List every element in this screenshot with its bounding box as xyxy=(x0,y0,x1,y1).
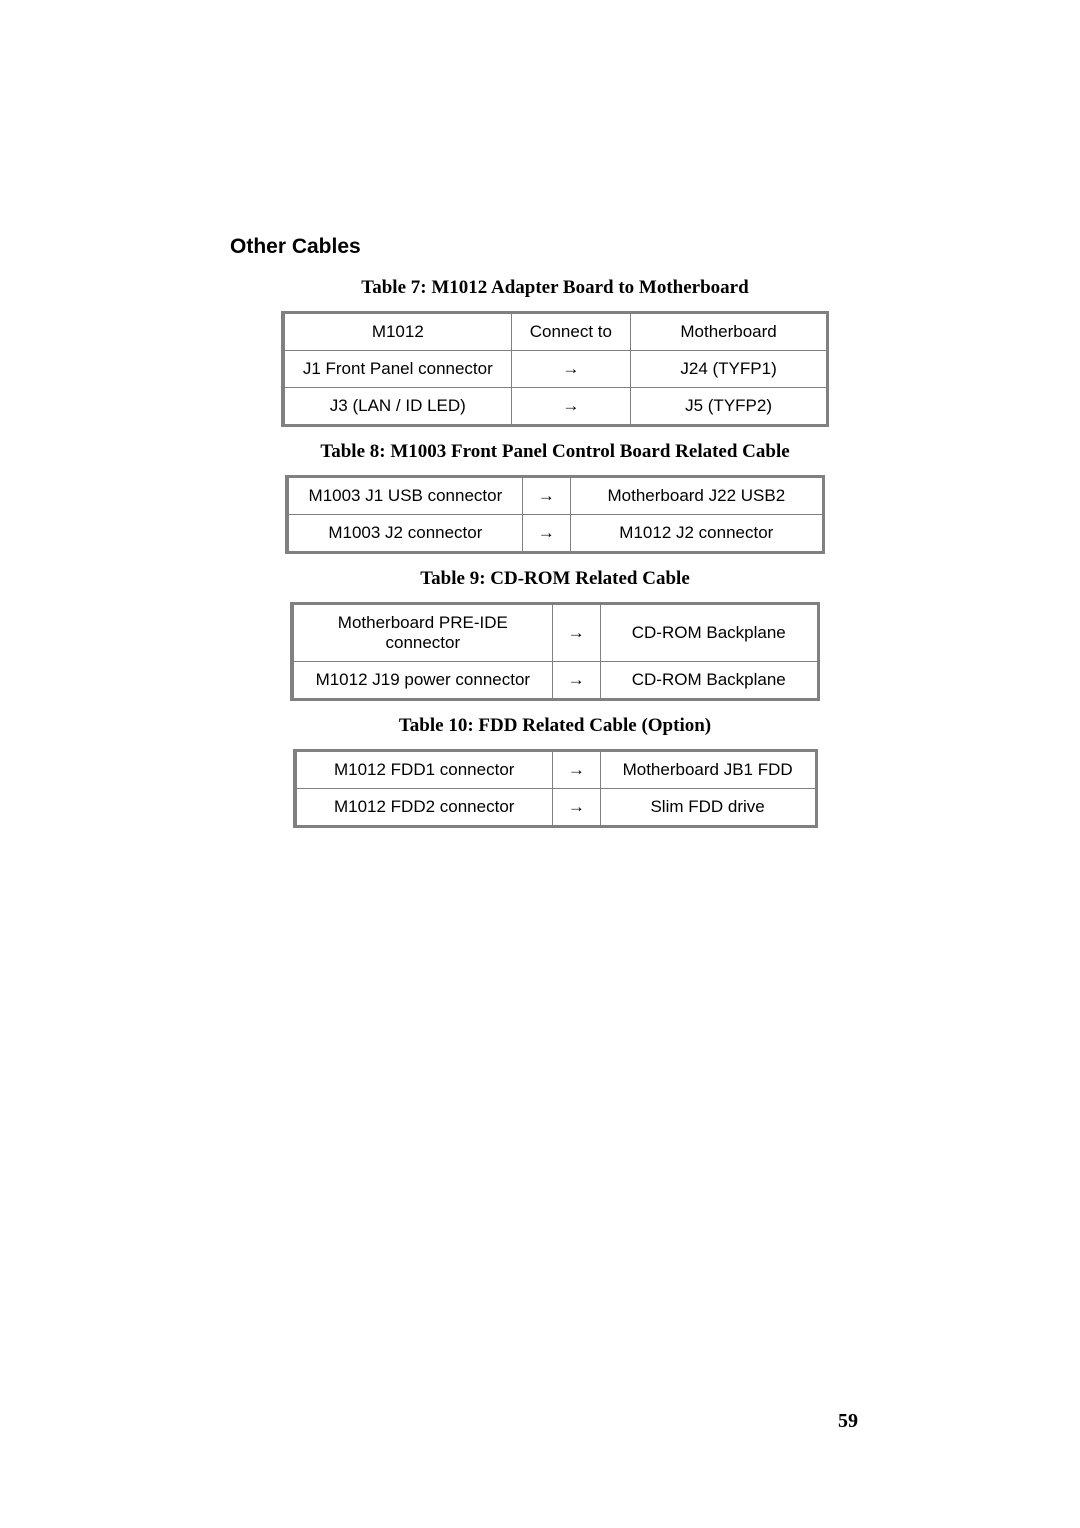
table-cell: J3 (LAN / ID LED) xyxy=(283,388,511,426)
table-row: M1012 FDD1 connector → Motherboard JB1 F… xyxy=(295,751,817,789)
table-cell: J24 (TYFP1) xyxy=(631,351,828,388)
table-cell: CD-ROM Backplane xyxy=(600,662,818,700)
arrow-icon: → xyxy=(552,662,600,700)
table-cell: Motherboard J22 USB2 xyxy=(570,477,823,515)
table-cell: M1003 J2 connector xyxy=(287,515,522,553)
page-content: Other Cables Table 7: M1012 Adapter Boar… xyxy=(0,0,1080,828)
table7: M1012 Connect to Motherboard J1 Front Pa… xyxy=(281,311,829,427)
table-cell: Slim FDD drive xyxy=(600,789,816,827)
arrow-icon: → xyxy=(552,789,600,827)
arrow-icon: → xyxy=(522,477,570,515)
table-row: M1012 J19 power connector → CD-ROM Backp… xyxy=(292,662,819,700)
table-cell: Motherboard PRE-IDE connector xyxy=(292,604,552,662)
table9-caption: Table 9: CD-ROM Related Cable xyxy=(230,568,880,590)
table8: M1003 J1 USB connector → Motherboard J22… xyxy=(285,475,825,554)
table-cell: M1012 FDD1 connector xyxy=(295,751,553,789)
table-header-cell: Connect to xyxy=(511,313,630,351)
table-row: Motherboard PRE-IDE connector → CD-ROM B… xyxy=(292,604,819,662)
table-cell: M1012 FDD2 connector xyxy=(295,789,553,827)
table-cell: M1003 J1 USB connector xyxy=(287,477,522,515)
section-heading: Other Cables xyxy=(230,235,880,259)
table-cell: Motherboard JB1 FDD xyxy=(600,751,816,789)
table8-caption: Table 8: M1003 Front Panel Control Board… xyxy=(230,441,880,463)
table-cell: M1012 J2 connector xyxy=(570,515,823,553)
table-header-cell: Motherboard xyxy=(631,313,828,351)
table-row: M1003 J2 connector → M1012 J2 connector xyxy=(287,515,824,553)
arrow-icon: → xyxy=(552,604,600,662)
page-number: 59 xyxy=(838,1410,858,1433)
arrow-icon: → xyxy=(511,388,630,426)
arrow-icon: → xyxy=(552,751,600,789)
table-row: M1012 Connect to Motherboard xyxy=(283,313,828,351)
table-cell: J5 (TYFP2) xyxy=(631,388,828,426)
table10-caption: Table 10: FDD Related Cable (Option) xyxy=(230,715,880,737)
table10: M1012 FDD1 connector → Motherboard JB1 F… xyxy=(293,749,818,828)
arrow-icon: → xyxy=(511,351,630,388)
table7-caption: Table 7: M1012 Adapter Board to Motherbo… xyxy=(230,277,880,299)
table-row: J3 (LAN / ID LED) → J5 (TYFP2) xyxy=(283,388,828,426)
table-row: M1012 FDD2 connector → Slim FDD drive xyxy=(295,789,817,827)
table-cell: CD-ROM Backplane xyxy=(600,604,818,662)
table-cell: J1 Front Panel connector xyxy=(283,351,511,388)
table-cell: M1012 J19 power connector xyxy=(292,662,552,700)
table9: Motherboard PRE-IDE connector → CD-ROM B… xyxy=(290,602,820,701)
table-header-cell: M1012 xyxy=(283,313,511,351)
arrow-icon: → xyxy=(522,515,570,553)
table-row: M1003 J1 USB connector → Motherboard J22… xyxy=(287,477,824,515)
table-row: J1 Front Panel connector → J24 (TYFP1) xyxy=(283,351,828,388)
